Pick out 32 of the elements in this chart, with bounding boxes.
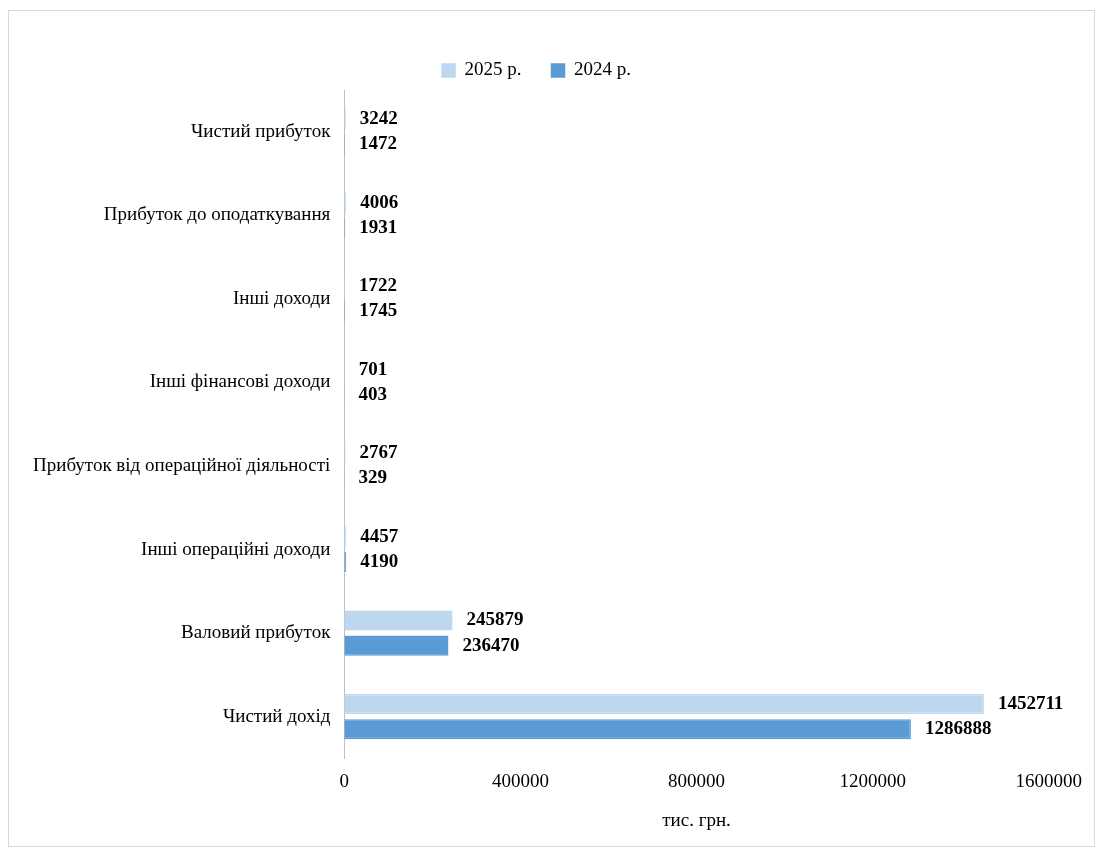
data-label: 245879 [466, 608, 524, 630]
data-label: 1472 [359, 132, 398, 154]
x-tick-label: 1200000 [839, 769, 906, 791]
data-label: 701 [358, 357, 388, 379]
data-label: 1452711 [997, 692, 1064, 713]
y-tick-label: Чистий дохід [222, 704, 331, 726]
data-label: 1722 [359, 274, 398, 296]
y-tick-label: Чистий прибуток [190, 119, 332, 141]
y-tick-label: Прибуток до оподаткування [103, 203, 331, 225]
x-axis-title: тис. грн. [662, 808, 731, 830]
data-label: 1745 [359, 299, 398, 321]
y-tick-label: Інші доходи [232, 286, 331, 308]
legend-label: 2024 р. [574, 58, 631, 80]
x-tick-label: 400000 [491, 769, 549, 791]
x-tick-label: 800000 [668, 769, 726, 791]
x-tick-label: 0 [339, 769, 350, 791]
y-tick-label: Прибуток від операційної діяльності [32, 453, 331, 475]
data-label: 3242 [359, 107, 398, 129]
x-tick-label: 1600000 [1015, 769, 1082, 791]
data-label: 4457 [360, 524, 399, 546]
data-label: 4190 [360, 549, 399, 571]
data-label: 1931 [359, 215, 398, 237]
data-label: 2767 [359, 441, 399, 463]
y-tick-label: Валовий прибуток [180, 621, 332, 643]
data-label: 329 [358, 466, 388, 488]
y-tick-label: Інші операційні доходи [141, 537, 331, 559]
data-label: 403 [358, 382, 388, 404]
legend-label: 2025 р. [464, 58, 522, 80]
data-label: 4006 [360, 190, 399, 212]
data-label: 236470 [462, 633, 520, 655]
y-tick-label: Інші фінансові доходи [149, 370, 331, 392]
data-label: 1286888 [924, 717, 992, 739]
